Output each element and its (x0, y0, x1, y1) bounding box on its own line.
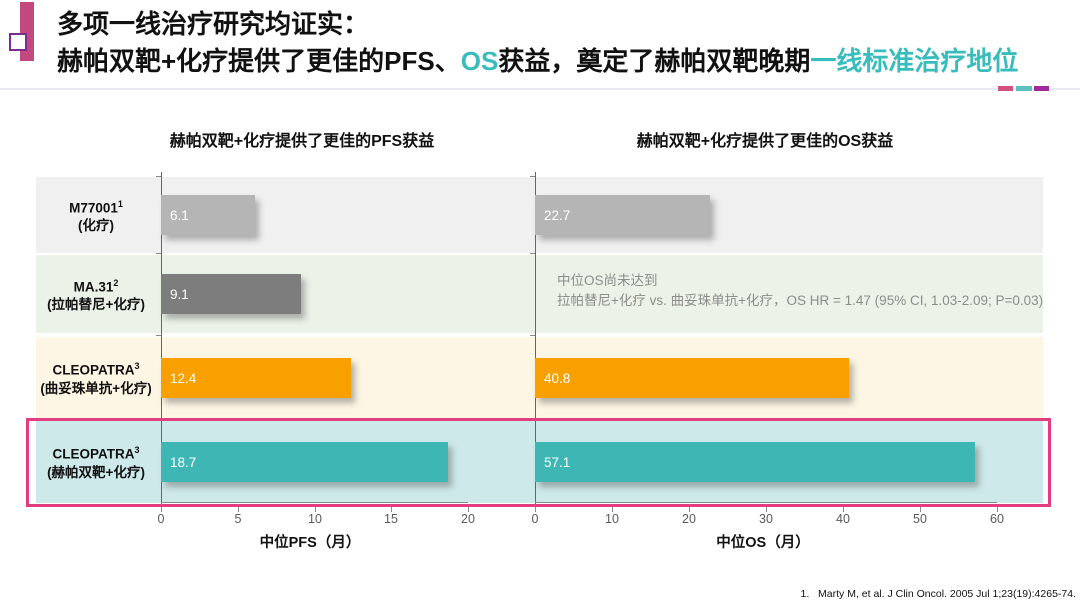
x-tick-mark (468, 507, 469, 512)
pfs-x-axis (161, 502, 468, 503)
accent-bar (20, 2, 34, 61)
bar-value-label: 12.4 (170, 370, 197, 386)
x-tick-mark (315, 507, 316, 512)
pfs-bar-m77001: 6.1 (161, 195, 255, 235)
accent-square (9, 33, 27, 51)
title-line1: 多项一线治疗研究均证实： (57, 9, 370, 39)
title-standard-highlight: 一线标准治疗地位 (810, 46, 1019, 76)
reference-1: 1. Marty M, et al. J Clin Oncol. 2005 Ju… (800, 588, 1076, 600)
pfs-axis-label: 中位PFS（月） (259, 535, 361, 551)
header-divider (0, 88, 1080, 90)
row-label-cleopatra-trastuzumab: CLEOPATRA3 (曲妥珠单抗+化疗) (40, 361, 152, 396)
dash-teal (1016, 86, 1032, 91)
x-tick-mark (920, 507, 921, 512)
pfs-bar-ma31: 9.1 (161, 274, 301, 314)
x-tick-mark (391, 507, 392, 512)
pfs-y-axis (161, 172, 162, 507)
bar-value-label: 9.1 (170, 286, 189, 302)
x-tick-mark (997, 507, 998, 512)
row-label-m77001: M770011 (化疗) (69, 198, 123, 234)
pfs-bar-cleopatra-dual: 18.7 (161, 442, 448, 482)
y-axis-tick (530, 176, 535, 177)
os-bar-cleopatra-trastuzumab: 40.8 (535, 358, 849, 398)
os-x-axis (535, 502, 997, 503)
x-tick-label: 20 (682, 512, 696, 526)
y-axis-tick (530, 418, 535, 419)
bar-value-label: 57.1 (544, 454, 571, 470)
x-tick-mark (535, 507, 536, 512)
y-axis-tick (530, 253, 535, 254)
os-not-reached-annotation: 中位OS尚未达到 拉帕替尼+化疗 vs. 曲妥珠单抗+化疗，OS HR = 1.… (557, 273, 1044, 308)
os-chart-title: 赫帕双靶+化疗提供了更佳的OS获益 (636, 133, 894, 150)
x-tick-label: 30 (759, 512, 773, 526)
references: 1. Marty M, et al. J Clin Oncol. 2005 Ju… (784, 563, 1076, 604)
title-os-highlight: OS (460, 46, 499, 76)
x-tick-mark (612, 507, 613, 512)
dash-purple (1034, 86, 1049, 91)
pfs-bar-cleopatra-trastuzumab: 12.4 (161, 358, 351, 398)
x-tick-mark (766, 507, 767, 512)
page-title: 多项一线治疗研究均证实： 赫帕双靶+化疗提供了更佳的PFS、OS获益，奠定了赫帕… (57, 6, 1018, 80)
x-tick-label: 15 (384, 512, 398, 526)
y-axis-tick (156, 176, 161, 177)
x-tick-mark (843, 507, 844, 512)
row-label-ma31: MA.312 (拉帕替尼+化疗) (47, 277, 145, 313)
pfs-chart-title: 赫帕双靶+化疗提供了更佳的PFS获益 (169, 133, 435, 150)
x-tick-label: 40 (836, 512, 850, 526)
x-tick-label: 5 (234, 512, 242, 526)
x-tick-label: 10 (605, 512, 619, 526)
title-line2: 赫帕双靶+化疗提供了更佳的PFS、OS获益，奠定了赫帕双靶晚期一线标准治疗地位 (57, 46, 1019, 76)
row-label-cleopatra-dual: CLEOPATRA3 (赫帕双靶+化疗) (47, 445, 145, 480)
x-tick-mark (161, 507, 162, 512)
bar-value-label: 6.1 (170, 207, 189, 223)
x-tick-label: 10 (308, 512, 322, 526)
os-y-axis (535, 172, 536, 507)
x-tick-label: 0 (531, 512, 539, 526)
bar-value-label: 18.7 (170, 454, 197, 470)
x-tick-mark (689, 507, 690, 512)
os-bar-m77001: 22.7 (535, 195, 710, 235)
y-axis-tick (156, 253, 161, 254)
y-axis-tick (530, 335, 535, 336)
x-tick-label: 0 (157, 512, 165, 526)
os-bar-cleopatra-dual: 57.1 (535, 442, 975, 482)
x-tick-label: 60 (990, 512, 1004, 526)
x-tick-mark (238, 507, 239, 512)
x-tick-label: 20 (461, 512, 475, 526)
y-axis-tick (156, 418, 161, 419)
bar-value-label: 22.7 (544, 207, 571, 223)
dash-pink (998, 86, 1013, 91)
os-axis-label: 中位OS（月） (716, 535, 810, 551)
x-tick-label: 50 (913, 512, 927, 526)
y-axis-tick (156, 335, 161, 336)
bar-value-label: 40.8 (544, 370, 571, 386)
